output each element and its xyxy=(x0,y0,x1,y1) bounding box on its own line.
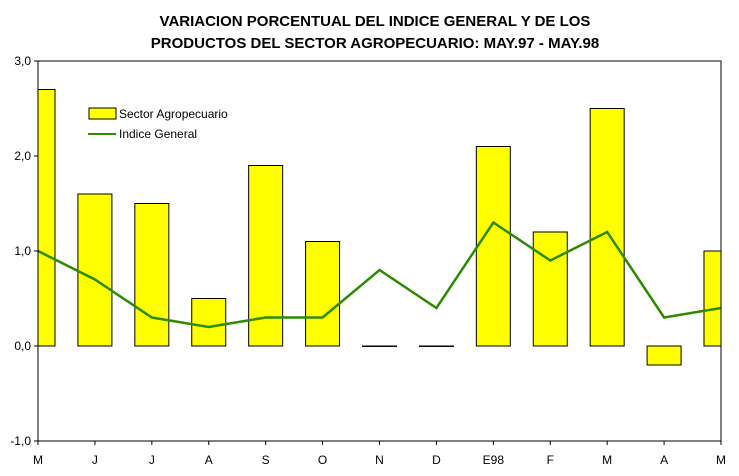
x-tick-label: S xyxy=(262,453,270,467)
x-tick-label: M xyxy=(602,453,612,467)
plot-area xyxy=(37,60,722,442)
legend-bar-label: Sector Agropecuario xyxy=(119,107,228,121)
bar-5 xyxy=(305,241,341,347)
x-tick-label: N xyxy=(375,453,384,467)
bar-12 xyxy=(703,250,722,347)
bar-10 xyxy=(589,108,625,347)
y-tick-label: 3,0 xyxy=(14,54,31,68)
y-tick-label: -1,0 xyxy=(10,434,31,448)
x-tick-label: A xyxy=(660,453,668,467)
legend-bar-swatch xyxy=(88,107,117,120)
y-tick-label: 1,0 xyxy=(14,244,31,258)
bar-0 xyxy=(37,89,56,347)
y-tick-label: 0,0 xyxy=(14,339,31,353)
x-tick-label: F xyxy=(547,453,554,467)
bar-11 xyxy=(646,345,682,366)
x-tick-label: M xyxy=(33,453,43,467)
y-tick-label: 2,0 xyxy=(14,149,31,163)
legend: Sector Agropecuario Indice General xyxy=(88,107,228,141)
bar-2 xyxy=(134,203,170,347)
bar-3 xyxy=(191,298,227,347)
chart-title-line1: VARIACION PORCENTUAL DEL INDICE GENERAL … xyxy=(160,13,591,30)
x-tick-label: J xyxy=(149,453,155,467)
bar-4 xyxy=(248,165,284,347)
bar-9 xyxy=(532,231,568,347)
indice-general-line xyxy=(37,220,722,329)
x-tick-label: D xyxy=(432,453,441,467)
x-tick-label: A xyxy=(205,453,213,467)
chart-title-line2: PRODUCTOS DEL SECTOR AGROPECUARIO: MAY.9… xyxy=(151,35,599,52)
bar-1 xyxy=(77,193,113,347)
bar-8 xyxy=(475,146,511,347)
x-tick-label: J xyxy=(92,453,98,467)
bar-7 xyxy=(418,345,454,347)
legend-line-label: Indice General xyxy=(119,127,197,141)
bar-6 xyxy=(362,345,397,347)
x-tick-label: M xyxy=(716,453,726,467)
x-tick-label: O xyxy=(318,453,327,467)
x-tick-label: E98 xyxy=(483,453,505,467)
